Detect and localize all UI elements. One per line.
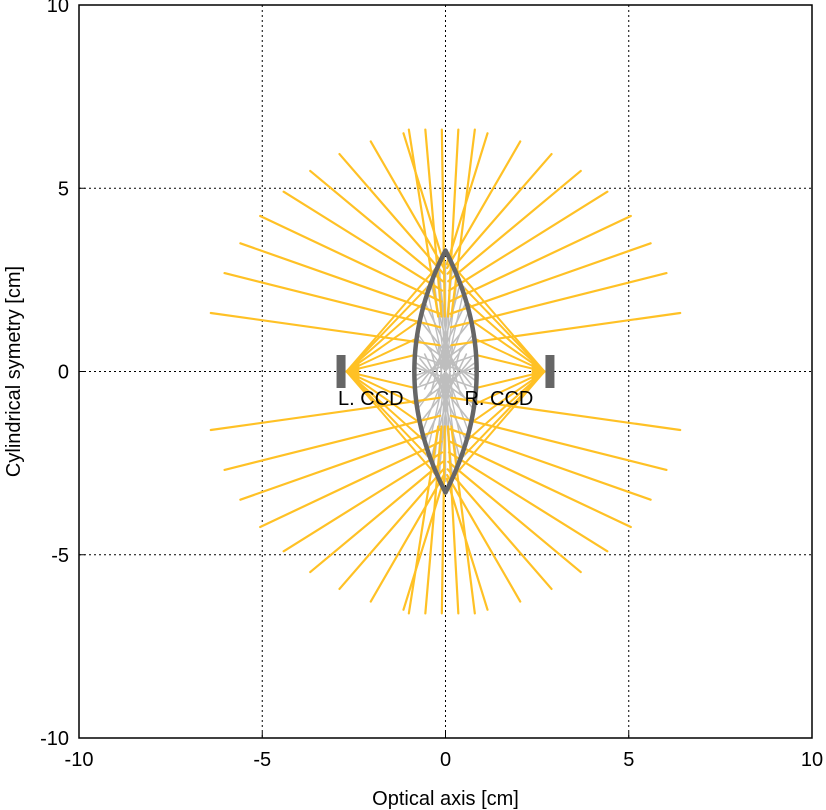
outer-ray: [447, 169, 582, 283]
inner-fan-ray: [425, 370, 447, 457]
outer-ray: [449, 272, 668, 329]
ccd-label: L. CCD: [338, 388, 404, 410]
x-tick-label: 5: [623, 749, 634, 771]
outer-ray: [209, 311, 441, 347]
inner-fan-ray: [444, 370, 475, 410]
outer-ray: [259, 440, 443, 529]
outer-ray: [447, 460, 582, 574]
inner-fan-ray: [432, 370, 447, 472]
y-tick-label: 10: [47, 0, 69, 17]
outer-ray: [446, 468, 553, 591]
inner-fan-ray: [425, 286, 447, 373]
vertical-ray: [424, 425, 443, 615]
x-axis-label: Optical axis [cm]: [372, 788, 519, 810]
annotations: L. CCD R. CCD: [338, 388, 533, 410]
outer-ray: [450, 311, 682, 347]
ray-in-left: [345, 264, 440, 373]
ray-in-right: [451, 370, 546, 479]
outer-ray: [447, 451, 609, 553]
outer-ray: [449, 242, 652, 315]
ray-in-right: [451, 264, 546, 373]
outer-ray: [450, 396, 682, 432]
vertical-ray: [450, 128, 476, 318]
x-tick-label: -5: [253, 749, 271, 771]
outer-ray: [223, 272, 442, 329]
inner-fan-ray: [420, 307, 447, 373]
y-tick-label: -10: [40, 728, 69, 750]
vertical-ray: [407, 425, 440, 615]
vertical-ray: [450, 425, 476, 615]
vertical-ray: [446, 128, 460, 318]
vertical-ray: [440, 425, 446, 615]
ray-in-left: [345, 370, 432, 461]
lens-outline: [412, 248, 479, 495]
outer-ray: [259, 214, 443, 303]
outer-ray: [402, 132, 446, 266]
outer-ray: [369, 473, 445, 603]
y-axis-label: Cylindrical symetry [cm]: [3, 266, 25, 477]
outer-ray: [338, 152, 445, 275]
outer-ray: [448, 440, 632, 529]
ray-in-left: [345, 282, 432, 373]
inner-fan-ray: [416, 333, 447, 373]
outer-ray: [239, 428, 442, 501]
inner-fan-ray: [438, 370, 447, 480]
y-tick-label: -5: [51, 545, 69, 567]
outer-ray: [223, 414, 442, 471]
x-tick-label: 10: [801, 749, 823, 771]
ccd-sensors: [336, 355, 555, 388]
outer-ray: [449, 414, 668, 471]
outer-ray: [209, 396, 441, 432]
inner-fan-ray: [444, 286, 466, 373]
outer-ray: [338, 468, 445, 591]
inner-fan-ray: [416, 370, 447, 410]
source-cone: [346, 359, 360, 384]
tick-labels: -10 -5 0 5 10 -10 -5 0 5 10: [40, 0, 823, 771]
y-tick-label: 0: [58, 362, 69, 384]
ray-in-right: [459, 282, 546, 373]
inner-fan-ray: [444, 370, 471, 436]
outer-ray: [369, 140, 445, 270]
inner-fan-ray: [444, 370, 466, 457]
outer-ray: [446, 152, 553, 275]
inner-fan-ray: [438, 263, 447, 373]
vertical-ray: [440, 128, 446, 318]
outer-ray: [447, 190, 609, 292]
outer-ray: [282, 190, 444, 292]
outer-ray: [309, 460, 444, 574]
ray-in-right: [459, 370, 546, 461]
outer-ray: [309, 169, 444, 283]
source-cone: [531, 359, 545, 384]
vertical-ray: [407, 128, 440, 318]
outer-ray: [449, 428, 652, 501]
outer-ray: [239, 242, 442, 315]
lens: [412, 248, 479, 495]
y-tick-label: 5: [58, 178, 69, 200]
vertical-ray: [446, 425, 460, 615]
inner-fan-ray: [420, 370, 447, 436]
inner-fan-ray: [432, 271, 447, 373]
outer-ray: [282, 451, 444, 553]
ray-paths: [209, 128, 682, 615]
inner-fan-ray: [444, 333, 475, 373]
ccd-label: R. CCD: [464, 388, 533, 410]
outer-ray: [448, 214, 632, 303]
outer-ray: [402, 477, 446, 611]
x-tick-label: -10: [65, 749, 94, 771]
ray-in-left: [345, 370, 440, 479]
vertical-ray: [424, 128, 443, 318]
x-tick-label: 0: [440, 749, 451, 771]
inner-fan-ray: [444, 307, 471, 373]
